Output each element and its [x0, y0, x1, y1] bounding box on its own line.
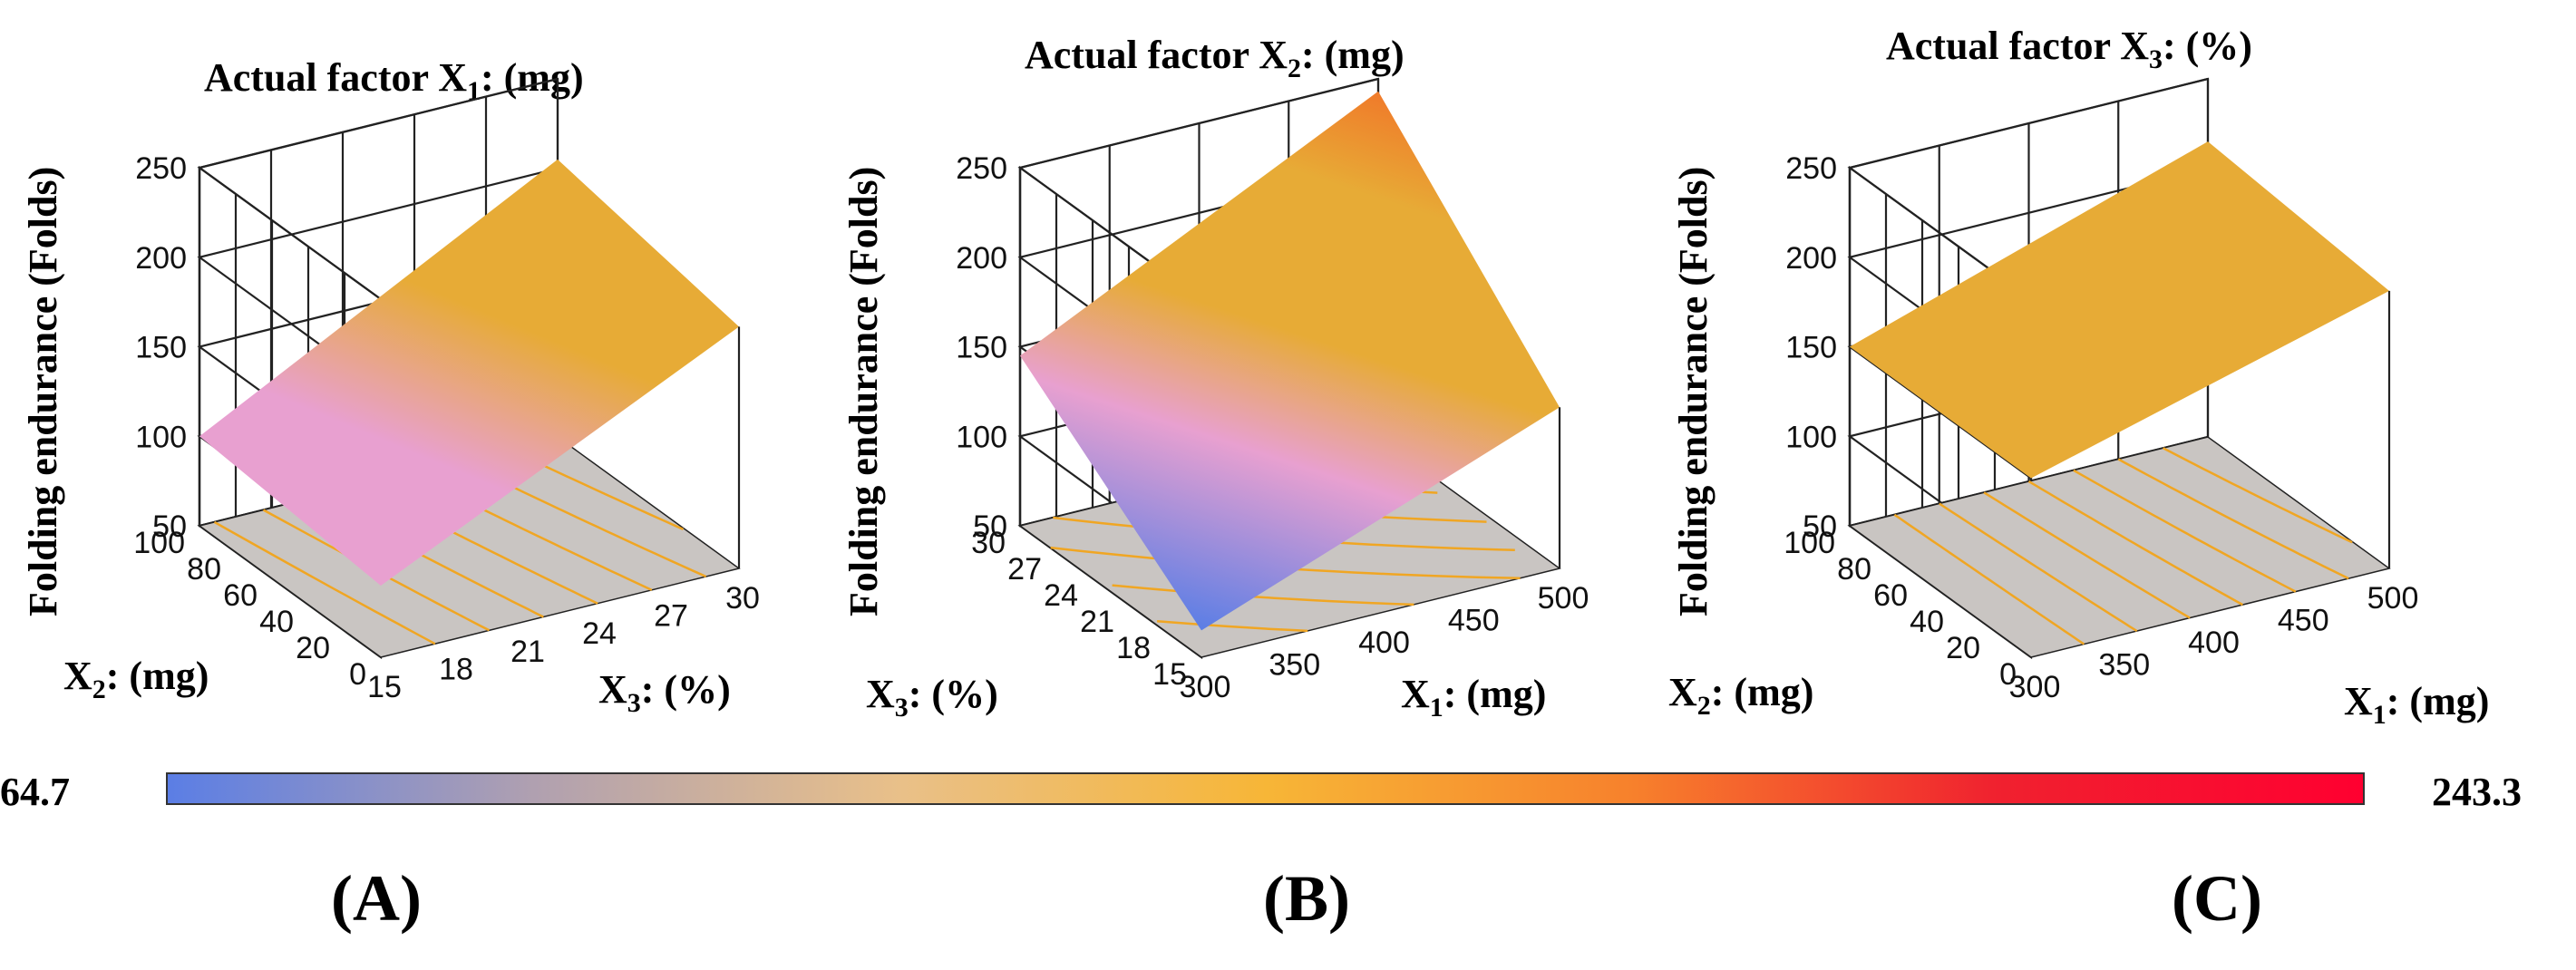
y-tick-label-a: 0	[349, 657, 366, 692]
x-tick-label-c: 500	[2367, 581, 2419, 616]
y-tick-label-b: 18	[1116, 631, 1151, 665]
chart-title-c: Actual factor X3: (%)	[1886, 24, 2252, 74]
contours-c	[1893, 447, 2353, 645]
x-tick-label-b: 350	[1269, 648, 1320, 683]
x-tick-label-b: 300	[1180, 670, 1231, 704]
surface-panel-b: Actual factor X2: (mg) Folding endurance…	[821, 0, 1673, 734]
x-tick-label-a: 27	[654, 599, 688, 634]
y-tick-label-c: 40	[1910, 605, 1944, 639]
surface-panel-c: Actual factor X3: (%) Folding endurance …	[1650, 0, 2503, 734]
y-tick-label-a: 40	[259, 605, 294, 639]
surface-panel-a: Actual factor X1: (mg) Folding endurance…	[0, 0, 852, 734]
floor-c	[1848, 436, 2391, 658]
x-tick-label-c: 350	[2098, 648, 2150, 683]
x-tick-label-b: 400	[1358, 626, 1410, 660]
z-tick-label-b: 150	[956, 331, 1007, 365]
response-surface-c	[1850, 141, 2389, 479]
y-tick-label-c: 60	[1873, 578, 1908, 613]
y-axis-label-b: X3: (%)	[866, 672, 998, 723]
x-axis-label-c: X1: (mg)	[2344, 679, 2490, 730]
x-tick-label-c: 300	[2009, 670, 2061, 704]
z-tick-label-a: 100	[135, 420, 187, 454]
y-axis-label-a: X2: (mg)	[63, 654, 209, 704]
z-tick-label-c: 150	[1785, 331, 1837, 365]
x-tick-label-c: 450	[2278, 604, 2329, 638]
z-tick-label-b: 250	[956, 151, 1007, 186]
y-tick-label-b: 21	[1080, 605, 1114, 639]
z-tick-label-b: 100	[956, 420, 1007, 454]
x-tick-label-a: 24	[582, 616, 617, 651]
z-tick-label-c: 100	[1785, 420, 1837, 454]
y-tick-label-c: 20	[1946, 631, 1980, 665]
y-tick-label-c: 80	[1837, 552, 1871, 587]
x-tick-label-a: 21	[510, 635, 545, 669]
panel-label-b: (B)	[1263, 862, 1350, 935]
response-surface-a	[199, 159, 739, 586]
y-tick-label-a: 20	[296, 631, 330, 665]
panel-label-c: (C)	[2172, 862, 2262, 935]
y-tick-label-a: 60	[223, 578, 258, 613]
y-tick-label-a: 80	[187, 552, 221, 587]
z-tick-label-a: 50	[152, 509, 187, 544]
z-tick-label-a: 250	[135, 151, 187, 186]
y-tick-label-b: 27	[1007, 552, 1042, 587]
z-tick-label-c: 200	[1785, 241, 1837, 276]
panel-label-a: (A)	[331, 862, 422, 935]
x-tick-label-b: 500	[1538, 581, 1589, 616]
z-tick-label-c: 250	[1785, 151, 1837, 186]
z-tick-label-a: 200	[135, 241, 187, 276]
colorbar	[166, 772, 2365, 805]
z-tick-label-b: 200	[956, 241, 1007, 276]
response-surface-b	[1020, 91, 1560, 631]
y-axis-label-c: X2: (mg)	[1668, 670, 1814, 721]
z-tick-label-b: 50	[973, 509, 1007, 544]
y-tick-label-b: 15	[1152, 657, 1187, 692]
z-tick-label-c: 50	[1803, 509, 1837, 544]
x-tick-label-a: 30	[725, 581, 760, 616]
x-tick-label-b: 450	[1448, 604, 1500, 638]
x-tick-label-a: 18	[439, 652, 473, 686]
chart-title-a: Actual factor X1: (mg)	[204, 55, 584, 106]
y-tick-label-c: 0	[1999, 657, 2017, 692]
z-tick-label-a: 150	[135, 331, 187, 365]
y-tick-label-b: 30	[971, 526, 1006, 560]
x-axis-label-b: X1: (mg)	[1401, 672, 1547, 723]
colorbar-max-label: 243.3	[2432, 770, 2522, 814]
colorbar-min-label: 64.7	[0, 770, 70, 814]
y-tick-label-b: 24	[1044, 578, 1078, 613]
surface-plot-c: 5010015020025002040608010030035040045050…	[1784, 77, 2419, 704]
x-axis-label-a: X3: (%)	[598, 667, 731, 718]
y-tick-label-c: 100	[1784, 526, 1835, 560]
x-tick-label-a: 15	[367, 670, 402, 704]
chart-title-b: Actual factor X2: (mg)	[1025, 33, 1405, 83]
x-tick-label-c: 400	[2188, 626, 2240, 660]
y-tick-label-a: 100	[133, 526, 185, 560]
